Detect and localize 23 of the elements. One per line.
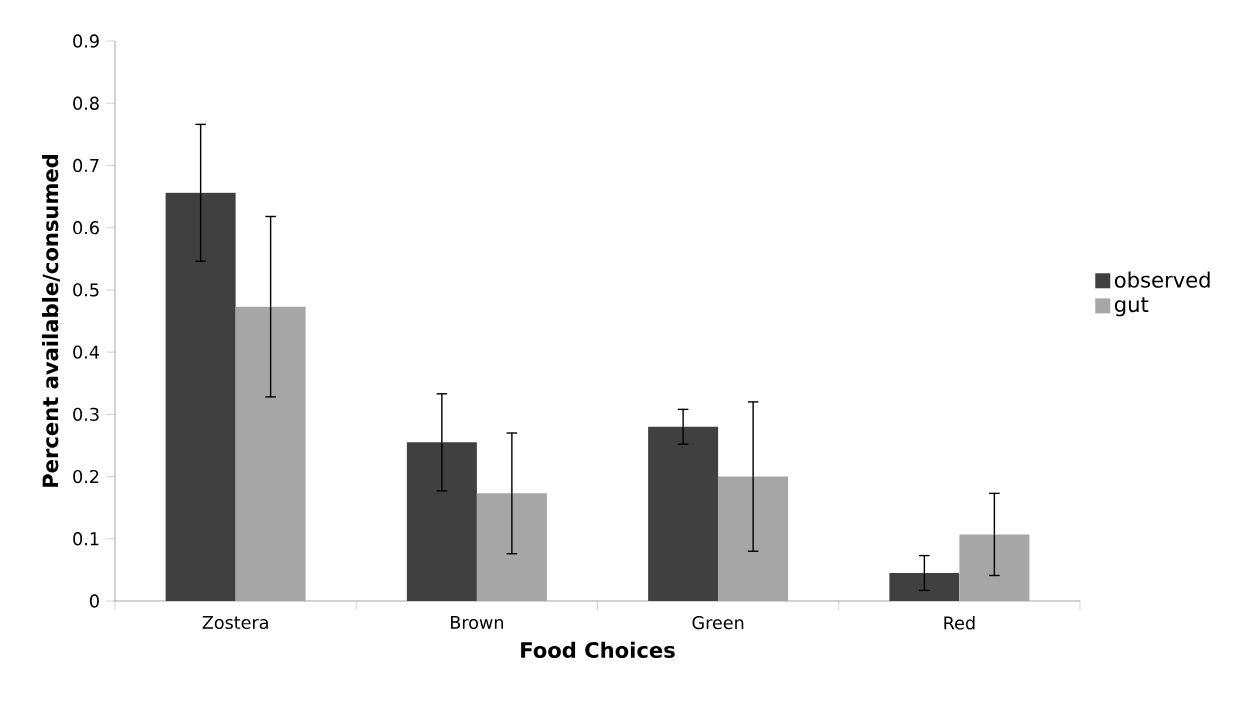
bar [406, 442, 477, 601]
x-tick-label: Zostera [202, 615, 268, 630]
x-tick-label: Green [692, 615, 744, 630]
x-tick-label: Red [944, 615, 975, 630]
y-tick-label: 0.9 [73, 34, 99, 48]
x-tick-label: Brown [451, 615, 503, 630]
y-tick-label: 0.8 [73, 96, 99, 110]
legend-label: observed [1114, 271, 1210, 288]
bar [165, 192, 236, 601]
bar [889, 573, 960, 601]
bar [648, 426, 719, 601]
x-axis-title: Food Choices [521, 641, 675, 658]
y-tick-label: 0.1 [73, 532, 99, 546]
y-tick-label: 0.6 [73, 221, 99, 235]
y-axis-title: Percent available/consumed [42, 155, 60, 487]
y-tick-label: 0.2 [73, 469, 99, 484]
y-tick-label: 0 [89, 594, 99, 608]
y-tick-label: 0.4 [73, 345, 100, 359]
y-tick-label: 0.7 [73, 158, 99, 173]
bar [235, 306, 306, 601]
y-tick-label: 0.3 [73, 407, 99, 421]
y-tick-label: 0.5 [73, 283, 99, 297]
legend-label: gut [1114, 297, 1149, 317]
